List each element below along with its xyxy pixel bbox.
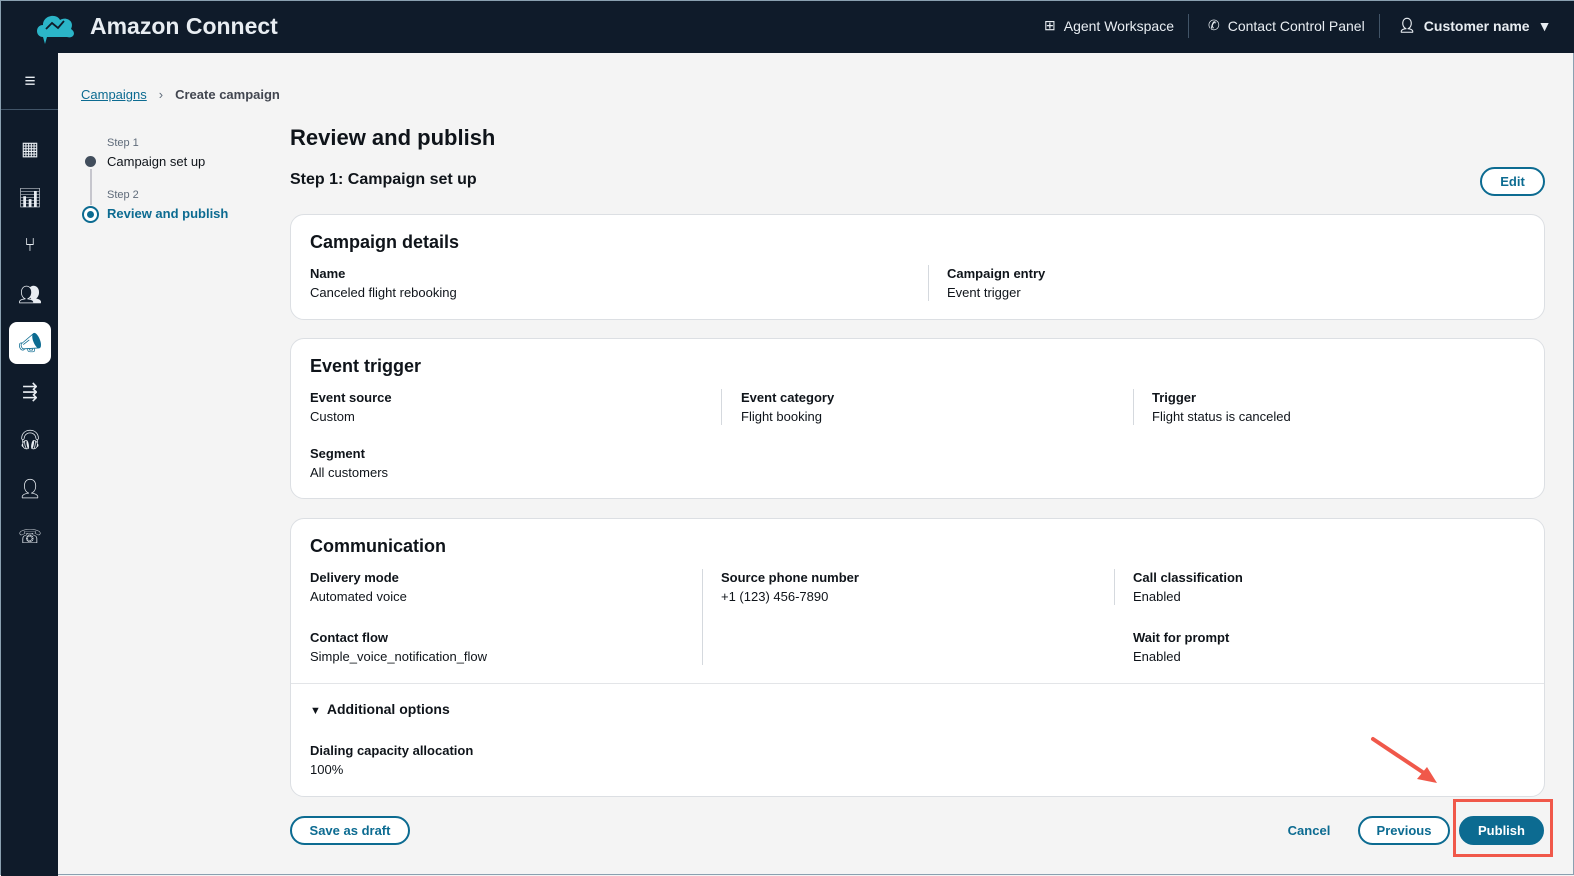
divider (702, 569, 703, 665)
divider (1379, 14, 1380, 38)
divider (928, 265, 929, 301)
headset-icon[interactable]: 🎧︎ (17, 430, 43, 451)
sidebar: ≡ ▦ 📊︎ ⑂ 👥︎ 📣︎ ⇶ 🎧︎ 👤︎ ☏ (1, 53, 58, 876)
previous-button[interactable]: Previous (1358, 816, 1450, 845)
publish-button[interactable]: Publish (1459, 816, 1544, 845)
step-complete-icon (85, 156, 96, 167)
amazon-connect-logo (37, 15, 74, 44)
layout-icon: ⊞ (1044, 17, 1056, 33)
page-title: Review and publish (290, 125, 496, 150)
divider (1114, 569, 1115, 605)
save-as-draft-button[interactable]: Save as draft (290, 816, 410, 845)
top-bar: Amazon Connect ⊞ Agent Workspace ✆ Contact… (1, 1, 1574, 53)
phone-icon: ✆ (1208, 17, 1220, 33)
field-name: Name Canceled flight rebooking (310, 266, 457, 300)
event-trigger-card: Event trigger Event source Custom Event c… (290, 338, 1545, 499)
breadcrumb-current: Create campaign (175, 87, 280, 102)
caret-down-icon: ▼ (310, 705, 321, 717)
contact-control-panel-link[interactable]: ✆ Contact Control Panel (1208, 17, 1365, 34)
breadcrumb-campaigns[interactable]: Campaigns (81, 87, 147, 102)
breadcrumb: Campaigns › Create campaign (81, 87, 280, 102)
profile-icon[interactable]: 👤︎ (17, 479, 43, 500)
chevron-right-icon: › (158, 87, 164, 102)
field-dialing-capacity: Dialing capacity allocation 100% (310, 743, 474, 777)
app-title: Amazon Connect (90, 13, 278, 39)
dashboard-icon[interactable]: ▦ (21, 138, 39, 160)
cancel-button[interactable]: Cancel (1277, 816, 1341, 845)
step-label: Step 1 (107, 137, 139, 149)
users-icon[interactable]: 👥︎ (17, 285, 43, 306)
field-wait-for-prompt: Wait for prompt Enabled (1133, 630, 1230, 664)
chart-icon[interactable]: 📊︎ (17, 188, 43, 209)
section-title: Step 1: Campaign set up (290, 171, 477, 188)
field-event-category: Event category Flight booking (741, 390, 835, 424)
card-title: Campaign details (310, 232, 460, 252)
step-label: Step 2 (107, 189, 139, 201)
agent-workspace-link[interactable]: ⊞ Agent Workspace (1044, 17, 1174, 34)
divider (721, 389, 722, 425)
user-menu[interactable]: 👤︎ Customer name ▼ (1398, 17, 1552, 34)
campaign-icon[interactable]: 📣︎ (9, 322, 51, 364)
queue-icon[interactable]: ⇶ (22, 381, 38, 403)
field-call-classification: Call classification Enabled (1133, 570, 1243, 604)
edit-button[interactable]: Edit (1480, 167, 1545, 196)
field-segment: Segment All customers (310, 446, 389, 480)
field-event-source: Event source Custom (310, 390, 392, 424)
divider (1, 109, 58, 110)
divider (291, 683, 1544, 684)
field-campaign-entry: Campaign entry Event trigger (947, 266, 1046, 300)
caret-down-icon: ▼ (1537, 17, 1552, 34)
phone-chat-icon[interactable]: ☏ (18, 526, 42, 548)
step-2-label: Review and publish (107, 206, 229, 221)
menu-icon[interactable]: ≡ (24, 71, 36, 92)
card-title: Communication (310, 536, 447, 556)
user-icon: 👤︎ (1398, 17, 1416, 33)
field-delivery-mode: Delivery mode Automated voice (310, 570, 407, 604)
field-trigger: Trigger Flight status is canceled (1152, 390, 1291, 424)
campaign-details-card: Campaign details Name Canceled flight reb… (290, 214, 1545, 320)
divider (1188, 14, 1189, 38)
additional-options-toggle[interactable]: ▼ Additional options (310, 701, 450, 717)
routing-icon[interactable]: ⑂ (24, 235, 36, 256)
annotation-arrow-icon (1371, 737, 1437, 783)
card-title: Event trigger (310, 356, 422, 376)
field-source-phone: Source phone number +1 (123) 456-7890 (721, 570, 859, 604)
communication-card: Communication Delivery mode Automated voi… (290, 518, 1545, 797)
highlight-box (1453, 799, 1553, 857)
step-connector (90, 169, 92, 205)
field-contact-flow: Contact flow Simple_voice_notification_fl… (310, 630, 488, 664)
step-current-icon (82, 206, 99, 223)
divider (1133, 389, 1134, 425)
step-1-link[interactable]: Campaign set up (107, 154, 206, 169)
